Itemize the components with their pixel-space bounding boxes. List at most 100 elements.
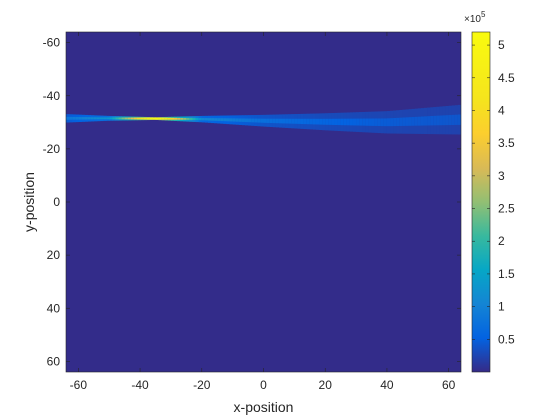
- heatmap-cell: [448, 115, 453, 126]
- heatmap-cell: [291, 118, 295, 124]
- heatmap-cell: [167, 117, 172, 120]
- heatmap-cell: [84, 117, 89, 120]
- heatmap-cell: [285, 118, 289, 124]
- heatmap-cell: [334, 118, 338, 126]
- heatmap-cell: [430, 116, 434, 126]
- colorbar-tick-label: 5: [498, 38, 505, 52]
- heatmap-cell: [399, 117, 403, 126]
- heatmap-cell: [180, 117, 184, 120]
- heatmap-cell: [457, 114, 461, 125]
- colorbar-frame: [471, 31, 491, 373]
- colorbar-tick-label: 3.5: [498, 136, 515, 150]
- y-axis: -60 -40 -20 0 20 40 60: [43, 36, 461, 368]
- colorbar-tick-label: 2.5: [498, 202, 515, 216]
- heatmap-cell: [220, 118, 224, 122]
- heatmap-cell: [161, 117, 166, 120]
- heatmap-cell: [72, 116, 76, 120]
- x-tick-label: -60: [70, 378, 88, 392]
- heatmap-cell: [356, 118, 360, 126]
- heatmap-cell: [207, 118, 212, 121]
- colorbar-tick-label: 4: [498, 103, 505, 117]
- heatmap-cell: [133, 117, 138, 120]
- x-tick-label: 60: [442, 378, 456, 392]
- y-tick-label: -40: [43, 89, 61, 103]
- colorbar-tick-label: 4.5: [498, 71, 515, 85]
- heatmap-cell: [309, 118, 314, 125]
- heatmap-cell: [229, 118, 234, 122]
- heatmap-cell: [433, 115, 437, 126]
- heatmap-cell: [87, 117, 92, 120]
- colorbar-tick-label: 3: [498, 169, 505, 183]
- heatmap-cell: [445, 115, 450, 126]
- heatmap-cell: [152, 117, 156, 120]
- heatmap-cell: [408, 117, 413, 126]
- heatmap-cell: [439, 115, 443, 126]
- heatmap-cell: [374, 118, 379, 126]
- heatmap-cell: [436, 115, 440, 126]
- heatmap-cell: [198, 118, 203, 121]
- heatmap-cell: [204, 118, 209, 121]
- y-tick-label: -60: [43, 36, 61, 50]
- y-tick-label: -20: [43, 142, 61, 156]
- heatmap-cell: [69, 116, 73, 120]
- heatmap-cell: [186, 118, 190, 120]
- heatmap-cell: [248, 118, 252, 123]
- heatmap-cell: [343, 118, 348, 126]
- heatmap-cell: [365, 118, 369, 126]
- colorbar-ticks: 0.5 1 1.5 2 2.5 3 3.5 4 4.5 5: [472, 38, 515, 346]
- colorbar-tick-label: 0.5: [498, 332, 515, 346]
- heatmap-cell: [297, 118, 301, 124]
- heatmap-cell: [81, 117, 85, 120]
- heatmap-beam: [66, 104, 461, 135]
- colorbar: 0.511.522.533.544.55 ×105: [464, 10, 515, 373]
- heatmap-cell: [164, 117, 169, 120]
- heatmap-cell: [380, 118, 385, 127]
- heatmap-cell: [288, 118, 292, 124]
- heatmap-cell: [211, 118, 215, 121]
- y-axis-label: y-position: [21, 172, 37, 232]
- heatmap-cell: [109, 117, 113, 120]
- heatmap-cell: [78, 117, 82, 120]
- heatmap-cell: [189, 118, 193, 120]
- x-tick-label: -40: [131, 378, 149, 392]
- heatmap-cell: [282, 118, 286, 124]
- heatmap-cell: [66, 116, 70, 120]
- heatmap-cell: [346, 118, 351, 126]
- heatmap-cell: [377, 118, 382, 127]
- heatmap-cell: [170, 117, 175, 120]
- heatmap-cell: [266, 118, 271, 123]
- colorbar-exponent-power: 5: [481, 10, 486, 19]
- heatmap-cell: [371, 118, 375, 126]
- colorbar-fill: [472, 32, 490, 372]
- heatmap-cell: [251, 118, 255, 123]
- heatmap-cell: [223, 118, 227, 122]
- heatmap-cell: [411, 117, 416, 126]
- colorbar-tick-label: 2: [498, 234, 505, 248]
- heatmap-cell: [118, 117, 122, 120]
- heatmap-cell: [124, 117, 129, 120]
- colorbar-tick-label: 1: [498, 300, 505, 314]
- heatmap-cell: [315, 118, 320, 125]
- x-tick-label: -20: [193, 378, 211, 392]
- heatmap-cell: [420, 116, 425, 126]
- heatmap-cell: [278, 118, 283, 124]
- heatmap-cell: [93, 117, 98, 120]
- heatmap-cell: [183, 118, 187, 120]
- heatmap-cell: [75, 117, 79, 120]
- heatmap-cell: [423, 116, 428, 126]
- heatmap-cell: [244, 118, 249, 123]
- heatmap-cell: [136, 117, 141, 120]
- heatmap-background: [66, 32, 461, 372]
- heatmap-cell: [146, 117, 150, 120]
- heatmap-cell: [294, 118, 298, 124]
- y-tick-label: 40: [47, 301, 61, 315]
- heatmap-cell: [260, 118, 264, 123]
- heatmap-cell: [352, 118, 357, 126]
- heatmap-cell: [90, 117, 95, 120]
- heatmap-cell: [331, 118, 335, 125]
- y-tick-label: 0: [53, 195, 60, 209]
- colorbar-tick-label: 1.5: [498, 267, 515, 281]
- heatmap-cell: [303, 118, 308, 125]
- heatmap-cell: [257, 118, 261, 123]
